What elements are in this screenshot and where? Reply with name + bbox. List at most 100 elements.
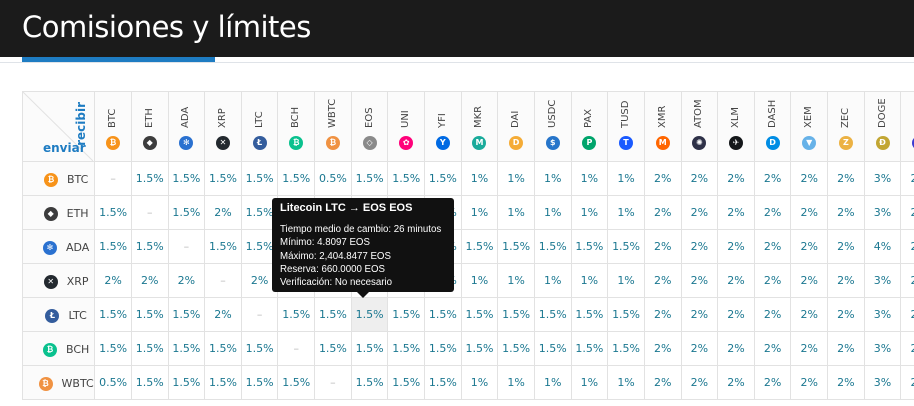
fee-cell[interactable]: 1.5% — [424, 365, 462, 400]
fee-cell[interactable]: 1% — [497, 263, 535, 298]
fee-cell[interactable]: – — [94, 161, 132, 196]
fee-cell[interactable]: 1% — [607, 195, 645, 230]
fee-cell[interactable]: 1% — [570, 263, 609, 298]
fee-cell[interactable]: 2% — [680, 263, 719, 298]
fee-cell[interactable]: 3% — [863, 365, 902, 400]
fee-cell[interactable]: 1.5% — [497, 331, 535, 366]
fee-cell[interactable]: 1% — [460, 195, 499, 230]
fee-cell[interactable]: 2% — [827, 263, 865, 298]
fee-cell[interactable]: 1% — [497, 161, 535, 196]
fee-cell[interactable]: 2% — [204, 195, 242, 230]
fee-cell[interactable]: 2% — [827, 365, 865, 400]
fee-cell[interactable]: 1.5% — [460, 331, 499, 366]
fee-cell[interactable]: 2% — [717, 161, 755, 196]
fee-cell[interactable]: 2% — [900, 195, 914, 230]
fee-cell[interactable]: 1% — [533, 263, 572, 298]
fee-cell[interactable]: 1.5% — [350, 365, 389, 400]
fee-cell[interactable]: 2% — [643, 161, 682, 196]
fee-cell[interactable]: 2% — [643, 263, 682, 298]
fee-cell[interactable]: – — [277, 331, 316, 366]
fee-cell[interactable]: 3% — [863, 161, 902, 196]
fee-cell[interactable]: – — [167, 229, 206, 264]
fee-cell[interactable]: 1.5% — [424, 161, 462, 196]
fee-cell[interactable]: 2% — [827, 331, 865, 366]
fee-cell[interactable]: 2% — [900, 161, 914, 196]
fee-cell[interactable]: 2% — [204, 297, 242, 332]
fee-cell[interactable]: 1.5% — [167, 331, 206, 366]
fee-cell[interactable]: 2% — [717, 229, 755, 264]
fee-cell[interactable]: 2% — [643, 365, 682, 400]
fee-cell[interactable]: – — [240, 297, 279, 332]
fee-cell[interactable]: 2% — [130, 263, 169, 298]
fee-cell[interactable]: 1.5% — [94, 229, 132, 264]
fee-cell[interactable]: 1% — [497, 365, 535, 400]
fee-cell[interactable]: 3% — [863, 263, 902, 298]
fee-cell[interactable]: 1.5% — [204, 331, 242, 366]
fee-cell[interactable]: 2% — [827, 297, 865, 332]
fee-cell[interactable]: 2% — [94, 263, 132, 298]
fee-cell[interactable]: 2% — [790, 161, 829, 196]
fee-cell[interactable]: 2% — [753, 263, 792, 298]
fee-cell[interactable]: 4% — [863, 229, 902, 264]
fee-cell[interactable]: 1.5% — [424, 297, 462, 332]
fee-cell[interactable]: 2% — [790, 365, 829, 400]
fee-cell[interactable]: 1.5% — [167, 195, 206, 230]
fee-cell[interactable]: 2% — [643, 229, 682, 264]
fee-cell[interactable]: 2% — [717, 263, 755, 298]
fee-cell[interactable]: 2% — [790, 195, 829, 230]
fee-cell[interactable]: 1.5% — [387, 161, 426, 196]
fee-cell[interactable]: 1.5% — [607, 331, 645, 366]
fee-cell[interactable]: 2% — [680, 365, 719, 400]
fee-cell[interactable]: 1.5% — [94, 195, 132, 230]
fee-cell[interactable]: 1.5% — [387, 297, 426, 332]
fee-cell[interactable]: 1% — [607, 161, 645, 196]
fee-cell[interactable]: 2% — [753, 365, 792, 400]
fee-cell[interactable]: 1.5% — [497, 229, 535, 264]
fee-cell[interactable]: 3% — [863, 331, 902, 366]
fee-cell[interactable]: 1.5% — [204, 365, 242, 400]
fee-cell[interactable]: 1.5% — [314, 297, 352, 332]
fee-cell[interactable]: 1.5% — [460, 229, 499, 264]
fee-cell[interactable]: 2% — [717, 331, 755, 366]
fee-cell[interactable]: 2% — [900, 297, 914, 332]
fee-cell[interactable]: 1.5% — [314, 331, 352, 366]
fee-cell[interactable]: 1% — [533, 365, 572, 400]
fee-cell[interactable]: 2% — [753, 331, 792, 366]
fee-cell[interactable]: 2% — [717, 297, 755, 332]
fee-cell[interactable]: 1.5% — [607, 297, 645, 332]
fee-cell[interactable]: 2% — [790, 297, 829, 332]
fee-cell[interactable]: 1% — [533, 161, 572, 196]
fee-cell[interactable]: 1% — [607, 365, 645, 400]
fee-cell[interactable]: 1.5% — [533, 297, 572, 332]
fee-cell[interactable]: 1.5% — [130, 331, 169, 366]
fee-cell[interactable]: 2% — [827, 229, 865, 264]
fee-cell[interactable]: 1.5% — [350, 331, 389, 366]
fee-cell[interactable]: 1.5% — [533, 331, 572, 366]
fee-cell[interactable]: 2% — [680, 331, 719, 366]
fee-cell[interactable]: – — [204, 263, 242, 298]
fee-cell[interactable]: 0.5% — [94, 365, 132, 400]
fee-cell[interactable]: 3% — [863, 195, 902, 230]
fee-cell[interactable]: 1% — [460, 263, 499, 298]
fee-cell[interactable]: 2% — [680, 195, 719, 230]
fee-cell[interactable]: 2% — [680, 161, 719, 196]
fee-cell[interactable]: 1.5% — [570, 229, 609, 264]
fee-cell[interactable]: 1.5% — [167, 365, 206, 400]
fee-cell[interactable]: 2% — [643, 331, 682, 366]
fee-cell[interactable]: 1.5% — [277, 161, 316, 196]
fee-cell[interactable]: 2% — [900, 229, 914, 264]
fee-cell[interactable]: 2% — [680, 229, 719, 264]
fee-cell[interactable]: 2% — [900, 331, 914, 366]
fee-cell[interactable]: 1.5% — [387, 331, 426, 366]
fee-cell[interactable]: 2% — [643, 195, 682, 230]
fee-cell[interactable]: 1.5% — [94, 331, 132, 366]
fee-cell[interactable]: 1.5% — [130, 161, 169, 196]
fee-cell[interactable]: 2% — [790, 331, 829, 366]
fee-cell[interactable]: 1.5% — [240, 161, 279, 196]
fee-cell[interactable]: 1.5% — [570, 297, 609, 332]
fee-cell[interactable]: 1.5% — [130, 365, 169, 400]
fee-cell[interactable]: 1% — [570, 195, 609, 230]
fee-cell[interactable]: 1.5% — [460, 297, 499, 332]
fee-cell[interactable]: 1% — [570, 365, 609, 400]
fee-cell[interactable]: 1% — [607, 263, 645, 298]
